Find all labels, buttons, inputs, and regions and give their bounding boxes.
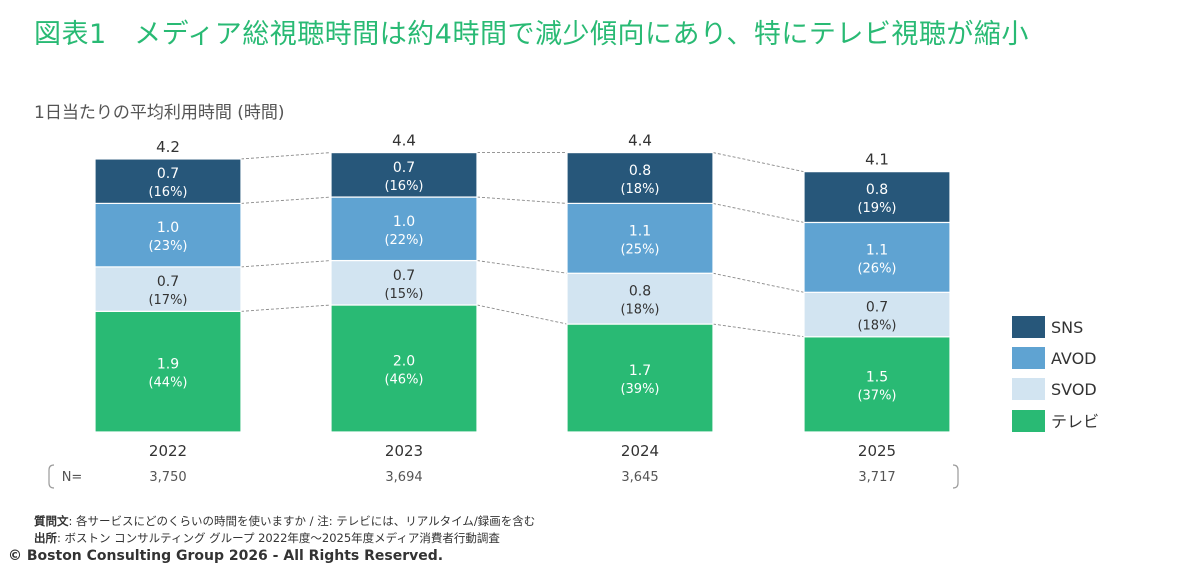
bar-SVOD-2023 [330, 259, 478, 306]
total-label: 4.2 [156, 138, 180, 156]
y-axis-label: 1日当たりの平均利用時間 (時間) [34, 103, 285, 123]
value-label: 0.7 [393, 160, 415, 176]
share-label: (15%) [384, 287, 423, 302]
bar-AVOD-2022 [94, 202, 242, 268]
share-label: (16%) [148, 185, 187, 200]
value-label: 0.8 [629, 163, 651, 179]
share-label: (18%) [620, 182, 659, 197]
connector-line [476, 196, 568, 204]
value-label: 1.1 [866, 242, 888, 258]
share-label: (22%) [384, 233, 423, 248]
right-bracket [952, 464, 959, 489]
question-note: 質問文: 各サービスにどのくらいの時間を使いますか / 注: テレビには、リアル… [34, 513, 535, 529]
bars: 1.9 (44%) 0.7 (17%) 1.0 (23%) 0.7 (16%) 4.2 2.0 (4… [94, 132, 951, 433]
chart-title: 図表1 メディア総視聴時間は約4時間で減少傾向にあり、特にテレビ視聴が縮小 [34, 19, 1029, 50]
source-note: 出所: ボストン コンサルティング グループ 2022年度～2025年度メディア… [34, 530, 500, 546]
value-label: 0.7 [157, 274, 179, 290]
share-label: (39%) [620, 382, 659, 397]
share-label: (16%) [384, 179, 423, 194]
copyright: © Boston Consulting Group 2026 - All Rig… [8, 548, 444, 564]
bar-テレビ-2024 [566, 323, 714, 433]
bar-AVOD-2024 [566, 202, 714, 274]
bar-SNS-2022 [94, 158, 242, 204]
legend-swatch-テレビ [1012, 410, 1045, 432]
share-label: (19%) [857, 201, 896, 216]
legend: SNS AVOD SVOD テレビ [1012, 316, 1099, 432]
share-label: (25%) [620, 242, 659, 257]
source-label: 出所 [34, 531, 57, 545]
value-label: 0.7 [393, 268, 415, 284]
sample-size-value: 3,694 [385, 470, 422, 485]
stacked-bar-chart: 1.9 (44%) 0.7 (17%) 1.0 (23%) 0.7 (16%) 4.2 2.0 (4… [48, 132, 1099, 489]
legend-label-SNS: SNS [1051, 318, 1083, 337]
left-bracket [48, 464, 55, 489]
question-label: 質問文 [34, 514, 69, 528]
share-label: (18%) [857, 319, 896, 334]
x-axis: 2022 2023 2024 2025 [149, 442, 896, 460]
total-label: 4.4 [628, 132, 652, 150]
value-label: 0.7 [157, 166, 179, 182]
sample-size-value: 3,717 [858, 470, 895, 485]
x-tick-label: 2024 [621, 442, 659, 460]
value-label: 0.8 [866, 182, 888, 198]
bar-テレビ-2022 [94, 310, 242, 433]
share-label: (44%) [148, 376, 187, 391]
bar-SVOD-2024 [566, 272, 714, 325]
legend-label-テレビ: テレビ [1051, 412, 1099, 431]
bar-SNS-2023 [330, 152, 478, 198]
value-label: 0.8 [629, 284, 651, 300]
share-label: (26%) [857, 261, 896, 276]
bar-テレビ-2025 [803, 336, 951, 433]
sample-size-row: 3,750 3,694 3,645 3,717 N= [48, 464, 959, 489]
sample-size-value: 3,750 [149, 470, 186, 485]
legend-label-AVOD: AVOD [1051, 349, 1097, 368]
connector-line [712, 152, 805, 173]
sample-size-value: 3,645 [621, 470, 658, 485]
x-tick-label: 2022 [149, 442, 187, 460]
value-label: 1.0 [393, 214, 415, 230]
share-label: (17%) [148, 293, 187, 308]
share-label: (37%) [857, 388, 896, 403]
bar-SNS-2025 [803, 171, 951, 224]
value-label: 1.1 [629, 223, 651, 239]
sample-size-label: N= [62, 470, 83, 485]
share-label: (23%) [148, 239, 187, 254]
value-label: 1.9 [157, 357, 179, 373]
x-tick-label: 2025 [858, 442, 896, 460]
connector-line [712, 202, 805, 223]
connector-line [712, 272, 805, 293]
total-label: 4.1 [865, 151, 889, 169]
bar-SVOD-2025 [803, 291, 951, 338]
connector-line [476, 260, 568, 274]
bar-SNS-2024 [566, 152, 714, 205]
source-text: : ボストン コンサルティング グループ 2022年度～2025年度メディア消費… [57, 531, 500, 545]
value-label: 1.5 [866, 369, 888, 385]
legend-swatch-SVOD [1012, 378, 1045, 400]
value-label: 0.7 [866, 300, 888, 316]
connector-line [240, 260, 332, 268]
connector-line [476, 304, 568, 325]
legend-label-SVOD: SVOD [1051, 380, 1097, 399]
question-text: : 各サービスにどのくらいの時間を使いますか / 注: テレビには、リアルタイム… [68, 514, 536, 528]
total-label: 4.4 [392, 132, 416, 150]
connector-lines [240, 152, 805, 338]
connector-line [240, 152, 332, 160]
share-label: (18%) [620, 303, 659, 318]
share-label: (46%) [384, 373, 423, 388]
connector-line [240, 304, 332, 312]
connector-line [240, 196, 332, 204]
legend-swatch-SNS [1012, 316, 1045, 338]
legend-swatch-AVOD [1012, 347, 1045, 369]
value-label: 1.0 [157, 220, 179, 236]
bar-AVOD-2023 [330, 196, 478, 262]
value-label: 1.7 [629, 363, 651, 379]
connector-line [712, 323, 805, 338]
bar-テレビ-2023 [330, 304, 478, 433]
x-tick-label: 2023 [385, 442, 423, 460]
value-label: 2.0 [393, 354, 415, 370]
